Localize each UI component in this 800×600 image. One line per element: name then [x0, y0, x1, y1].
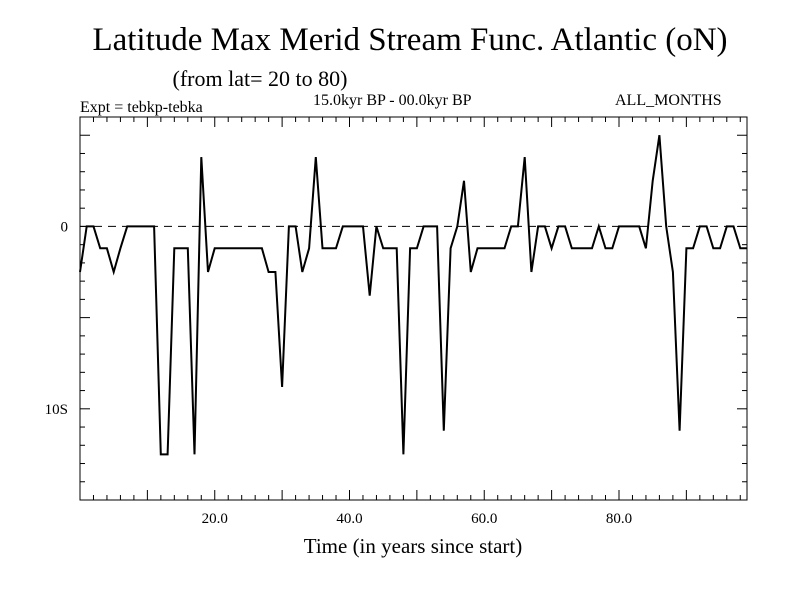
plot-frame [79, 116, 748, 501]
months-label: ALL_MONTHS [615, 92, 722, 109]
y-tick-label: 0 [61, 219, 69, 235]
x-tick-label: 80.0 [606, 511, 632, 527]
x-axis-label: Time (in years since start) [304, 534, 523, 558]
x-tick-label: 20.0 [202, 511, 228, 527]
series-line [79, 135, 747, 456]
chart-subtitle: (from lat= 20 to 80) [172, 66, 348, 91]
tick-labels: 20.0 40.0 60.0 80.0 0 10S [45, 219, 632, 527]
experiment-label: Expt = tebkp-tebka [80, 99, 203, 116]
y-tick-label: 10S [45, 402, 68, 418]
chart-title: Latitude Max Merid Stream Func. Atlantic… [92, 22, 728, 58]
period-label: 15.0kyr BP - 00.0kyr BP [313, 92, 472, 109]
x-tick-label: 60.0 [471, 511, 497, 527]
x-tick-label: 40.0 [336, 511, 362, 527]
axis-ticks [80, 117, 747, 500]
